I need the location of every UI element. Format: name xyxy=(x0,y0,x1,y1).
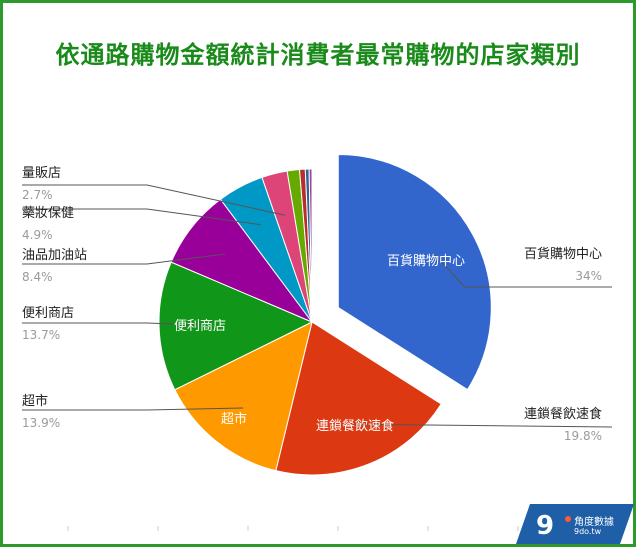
inner-label-百貨購物中心: 百貨購物中心 xyxy=(387,253,465,269)
chart-title: 依通路購物金額統計消費者最常購物的店家類別 xyxy=(55,41,581,69)
slice-label-百貨購物中心: 百貨購物中心 xyxy=(524,246,602,262)
leader-line-連鎖餐飲速食 xyxy=(353,423,613,428)
slice-labels: 百貨購物中心 34% 連鎖餐飲速食 19.8% 超市 13.9% 便利商店 13.7% 油品加油… xyxy=(22,166,602,443)
slice-label-連鎖餐飲速食: 連鎖餐飲速食 xyxy=(524,406,602,422)
pie-slice-連鎖餐飲速食 xyxy=(275,321,442,476)
pie-slice-超市 xyxy=(174,321,313,472)
leader-line-油品加油站 xyxy=(22,253,226,265)
slice-label-油品加油站: 油品加油站 xyxy=(22,248,87,263)
leader-line-藥妝保健 xyxy=(22,208,261,226)
slice-percent-超市: 13.9% xyxy=(22,416,60,430)
brand-logo-mark: 9 xyxy=(516,504,634,544)
slice-percent-便利商店: 13.7% xyxy=(22,328,60,342)
slice-label-量販店: 量販店 xyxy=(22,166,61,181)
slice-percent-連鎖餐飲速食: 19.8% xyxy=(564,429,602,443)
slice-label-藥妝保健: 藥妝保健 xyxy=(22,206,74,221)
pie-slices xyxy=(158,154,492,476)
slice-label-超市: 超市 xyxy=(22,393,48,409)
pie-slice-便利商店 xyxy=(158,261,314,391)
brand-name: 角度數據 xyxy=(574,517,614,528)
slice-label-便利商店: 便利商店 xyxy=(22,306,74,321)
leader-line-便利商店 xyxy=(22,322,202,326)
inner-label-便利商店: 便利商店 xyxy=(174,319,226,334)
leader-line-百貨購物中心 xyxy=(434,254,612,288)
brand-logo: 9 角度數據 9do.tw xyxy=(516,504,634,544)
leader-line-量販店 xyxy=(22,184,286,216)
svg-text:9: 9 xyxy=(536,511,554,541)
leader-lines xyxy=(22,184,613,428)
pie-slice-minor-10 xyxy=(308,168,313,323)
pie-slice-百貨購物中心 xyxy=(337,154,492,391)
leader-line-超市 xyxy=(22,407,244,411)
slice-percent-油品加油站: 8.4% xyxy=(22,270,53,284)
slice-percent-百貨購物中心: 34% xyxy=(575,269,602,283)
inner-label-超市: 超市 xyxy=(221,411,247,427)
inner-label-連鎖餐飲速食: 連鎖餐飲速食 xyxy=(316,418,394,434)
brand-url: 9do.tw xyxy=(574,527,602,536)
slice-percent-藥妝保健: 4.9% xyxy=(22,228,53,242)
slice-percent-量販店: 2.7% xyxy=(22,188,53,202)
